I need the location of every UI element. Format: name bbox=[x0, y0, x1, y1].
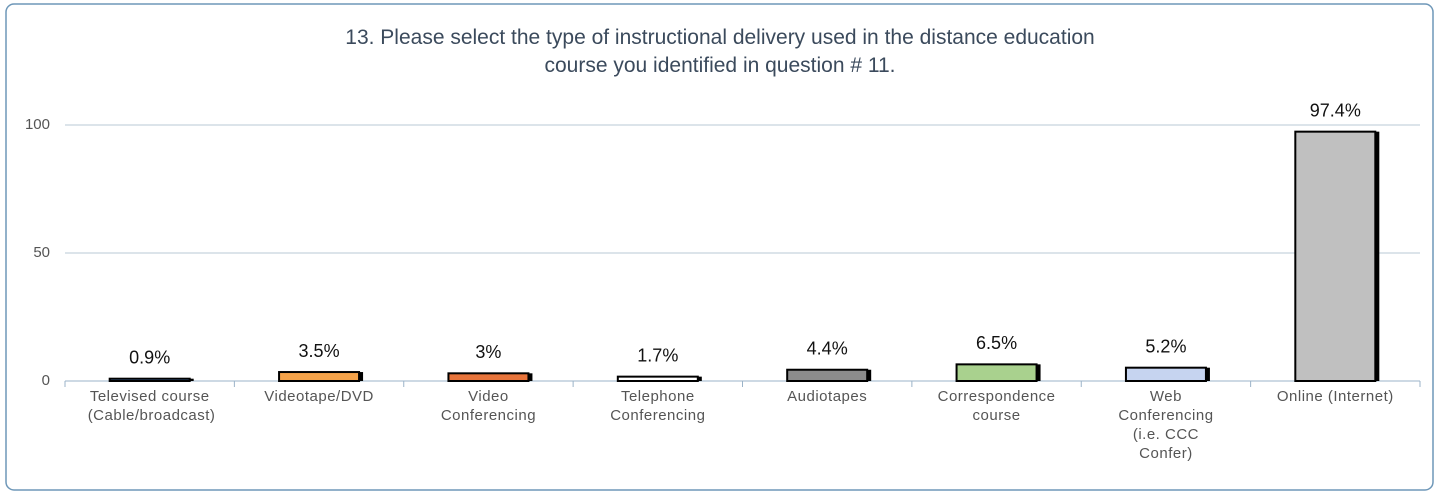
x-tick-label: Televised course (Cable/broadcast) bbox=[87, 388, 216, 424]
x-tick-label: Web Conferencing (i.e. CCC Confer) bbox=[1118, 388, 1214, 462]
y-tick-label: 50 bbox=[33, 244, 50, 261]
x-tick-label: Online (Internet) bbox=[1276, 388, 1394, 405]
bar bbox=[955, 363, 1038, 382]
bar bbox=[108, 377, 191, 383]
bar bbox=[616, 375, 699, 383]
x-tick-label: Videotape/DVD bbox=[264, 388, 374, 405]
value-label: 0.9% bbox=[129, 347, 170, 367]
bar bbox=[1294, 130, 1377, 382]
value-label: 4.4% bbox=[807, 338, 848, 358]
value-label: 1.7% bbox=[637, 345, 678, 365]
x-tick-label: Video Conferencing bbox=[440, 388, 537, 424]
y-tick-label: 100 bbox=[25, 116, 50, 133]
bar bbox=[1124, 366, 1207, 382]
y-tick-label: 0 bbox=[42, 372, 50, 389]
value-label: 97.4% bbox=[1310, 100, 1361, 120]
bar bbox=[786, 368, 869, 382]
bar bbox=[278, 371, 361, 383]
x-tick-label: Correspondence course bbox=[937, 388, 1056, 424]
chart-title: 13. Please select the type of instructio… bbox=[345, 26, 1095, 77]
value-label: 3.5% bbox=[299, 341, 340, 361]
value-label: 6.5% bbox=[976, 333, 1017, 353]
value-label: 3% bbox=[475, 342, 501, 362]
bar bbox=[447, 372, 530, 383]
x-tick-label: Telephone Conferencing bbox=[610, 388, 706, 424]
value-label: 5.2% bbox=[1145, 336, 1186, 356]
x-tick-label: Audiotapes bbox=[787, 388, 868, 405]
